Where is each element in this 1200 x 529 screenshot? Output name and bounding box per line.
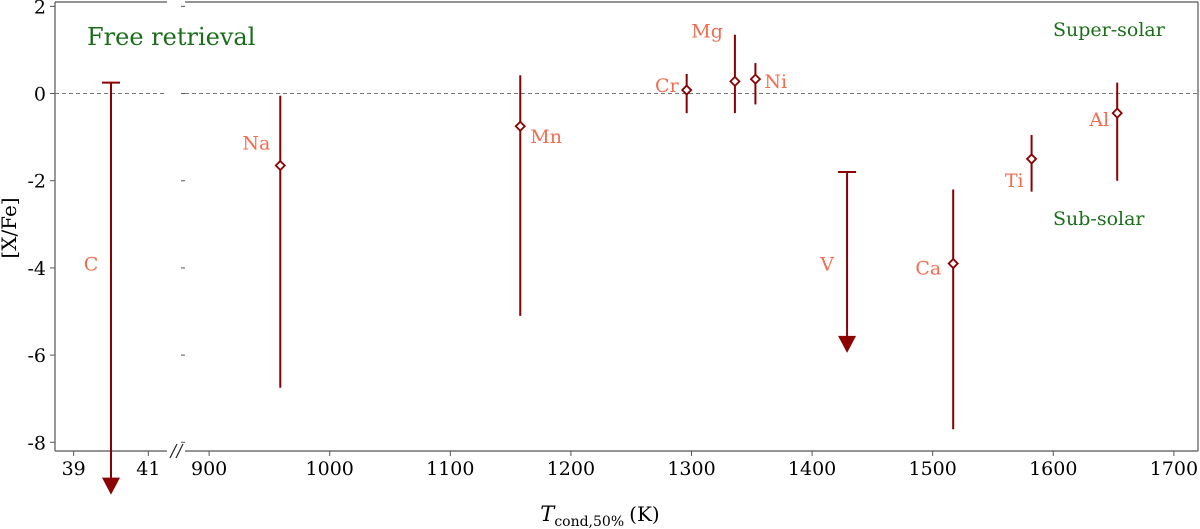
axis-break-mark	[175, 443, 184, 459]
y-tick-label: 0	[34, 84, 46, 106]
x-tick-label: 1600	[1029, 458, 1077, 480]
element-label-na: Na	[242, 132, 270, 154]
element-label-mg: Mg	[691, 20, 723, 42]
y-tick-label: 2	[34, 0, 46, 18]
element-label-ti: Ti	[1005, 170, 1024, 192]
x-axis-title-unit: (K)	[629, 502, 660, 526]
x-tick-label: 39	[62, 458, 86, 480]
element-labels: C Na Mn Cr Mg Ni V Ca Ti Al	[84, 20, 1109, 279]
element-label-cr: Cr	[655, 75, 680, 97]
down-arrow-v	[838, 335, 857, 353]
marker-ni	[749, 73, 762, 85]
marker-na	[274, 159, 287, 172]
y-tick-label: -2	[27, 171, 46, 193]
method-annotation: Free retrieval	[87, 23, 255, 51]
y-axis-ticks: 2 0 -2 -4 -6 -8	[27, 0, 185, 454]
x-axis-title: Tcond,50% (K)	[540, 502, 659, 529]
super-solar-annotation: Super-solar	[1053, 19, 1166, 41]
x-tick-label: 900	[191, 458, 227, 480]
x-tick-label: 1200	[547, 458, 595, 480]
marker-ti	[1025, 153, 1038, 165]
annotations: Free retrieval Super-solar Sub-solar	[87, 19, 1166, 230]
data-points	[102, 34, 1123, 495]
x-tick-label: 1000	[306, 458, 354, 480]
element-label-ca: Ca	[915, 258, 941, 280]
x-tick-label: 1300	[667, 458, 715, 480]
x-tick-label: 1700	[1150, 458, 1198, 480]
down-arrow-c	[102, 477, 120, 495]
y-tick-label: -4	[27, 258, 46, 280]
element-label-ni: Ni	[764, 71, 787, 93]
y-axis-title: [X/Fe]	[0, 197, 21, 258]
x-axis-ticks: 39 41 900 1000 1100 1200 1300 1400 1500 1600 1700	[62, 451, 1198, 480]
marker-cr	[680, 84, 693, 96]
plot-frame	[54, 1, 1199, 459]
axis-break-mark	[169, 443, 178, 459]
marker-al	[1111, 107, 1123, 119]
axis-titles: [X/Fe] Tcond,50% (K)	[0, 197, 660, 529]
x-tick-label: 1400	[788, 458, 836, 480]
element-label-v: V	[819, 254, 834, 276]
y-tick-label: -6	[27, 345, 46, 367]
y-tick-label: -8	[27, 432, 46, 454]
sub-solar-annotation: Sub-solar	[1053, 208, 1145, 230]
marker-mg	[729, 75, 741, 88]
element-label-c: C	[84, 254, 99, 276]
x-axis-title-main: T	[540, 502, 556, 526]
x-tick-label: 1500	[909, 458, 957, 480]
marker-ca	[947, 257, 959, 270]
x-axis-title-sub: cond,50%	[554, 514, 624, 529]
element-label-mn: Mn	[530, 126, 562, 148]
element-label-al: Al	[1088, 109, 1109, 131]
marker-mn	[514, 120, 527, 133]
x-tick-label: 1100	[426, 458, 474, 480]
x-tick-label: 41	[136, 458, 160, 480]
